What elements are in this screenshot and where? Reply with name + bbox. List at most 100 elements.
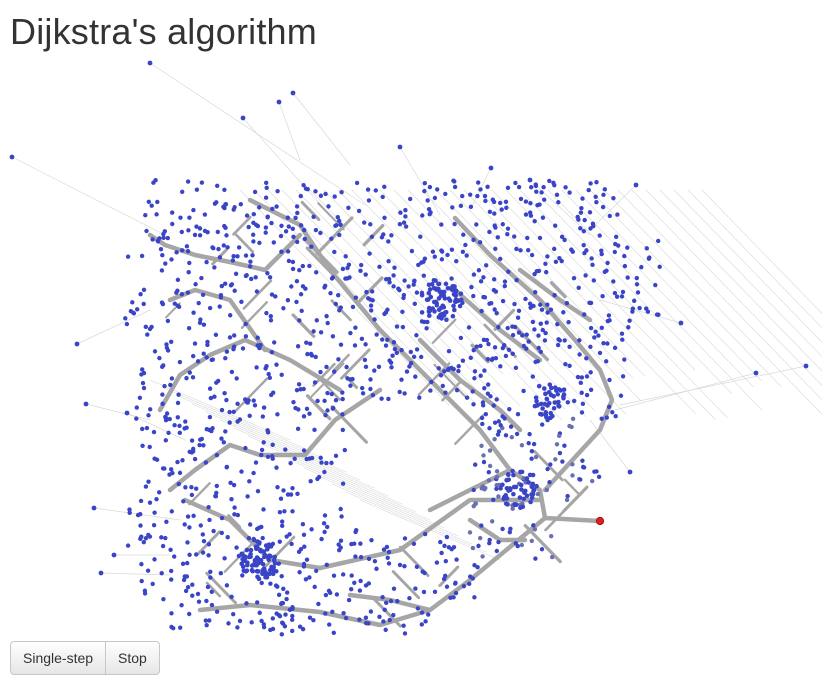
graph-node bbox=[381, 619, 386, 624]
graph-node bbox=[297, 267, 302, 273]
graph-node bbox=[444, 317, 449, 323]
graph-node bbox=[357, 617, 362, 622]
graph-node bbox=[143, 324, 148, 330]
graph-node bbox=[654, 312, 660, 317]
graph-node bbox=[487, 426, 492, 431]
graph-node bbox=[403, 207, 408, 213]
graph-node bbox=[283, 612, 288, 617]
graph-node bbox=[275, 584, 280, 589]
graph-node bbox=[275, 189, 280, 194]
graph-node bbox=[165, 318, 171, 324]
graph-node bbox=[282, 509, 287, 514]
graph-node bbox=[192, 456, 198, 462]
graph-node bbox=[541, 184, 546, 190]
graph-node bbox=[401, 220, 407, 225]
graph-node bbox=[353, 325, 358, 330]
graph-node bbox=[364, 289, 369, 295]
graph-node bbox=[498, 486, 503, 491]
graph-node bbox=[594, 469, 599, 474]
graph-node bbox=[245, 562, 250, 568]
graph-node bbox=[481, 403, 486, 408]
graph-node bbox=[303, 577, 309, 582]
graph-node bbox=[193, 282, 198, 287]
graph-node bbox=[487, 540, 492, 546]
faint-edge bbox=[603, 189, 822, 415]
graph-node bbox=[397, 221, 403, 227]
graph-node bbox=[343, 276, 348, 281]
graph-node bbox=[411, 541, 417, 546]
graph-node bbox=[653, 282, 658, 288]
tree-branch bbox=[330, 405, 369, 444]
tree-edge bbox=[517, 267, 593, 323]
tree-edge bbox=[467, 517, 528, 543]
graph-node bbox=[247, 413, 252, 419]
graph-node bbox=[485, 391, 491, 396]
tree-branch bbox=[454, 414, 485, 446]
graph-node bbox=[327, 622, 332, 627]
graph-node bbox=[350, 304, 356, 310]
graph-node bbox=[518, 196, 524, 202]
graph-node bbox=[607, 213, 612, 219]
graph-node bbox=[214, 452, 220, 458]
graph-node bbox=[622, 253, 627, 259]
graph-node bbox=[397, 144, 403, 150]
graph-node bbox=[155, 238, 161, 243]
faint-edge bbox=[281, 189, 514, 428]
graph-node bbox=[547, 480, 552, 485]
graph-node bbox=[439, 257, 445, 262]
graph-node bbox=[602, 187, 607, 192]
graph-node bbox=[312, 427, 317, 433]
graph-node bbox=[143, 536, 149, 541]
graph-node bbox=[318, 193, 324, 198]
graph-node bbox=[265, 428, 270, 433]
graph-node bbox=[257, 240, 262, 246]
graph-node bbox=[492, 277, 497, 282]
graph-node bbox=[540, 327, 545, 333]
graph-node bbox=[323, 412, 328, 418]
graph-node bbox=[372, 368, 377, 373]
graph-node bbox=[141, 287, 147, 293]
graph-node bbox=[421, 273, 426, 278]
graph-node bbox=[401, 292, 407, 298]
graph-node bbox=[530, 481, 536, 487]
graph-node bbox=[548, 307, 554, 312]
graph-node bbox=[540, 215, 546, 220]
graph-node bbox=[600, 204, 606, 210]
graph-node bbox=[253, 460, 259, 465]
graph-node bbox=[482, 368, 487, 373]
graph-node bbox=[508, 424, 514, 429]
graph-node bbox=[349, 586, 354, 592]
graph-node bbox=[559, 234, 565, 240]
graph-node bbox=[199, 275, 204, 281]
graph-node bbox=[533, 454, 539, 460]
graph-node bbox=[515, 543, 520, 549]
graph-node bbox=[382, 215, 387, 220]
graph-node bbox=[276, 592, 282, 598]
graph-node bbox=[362, 357, 368, 363]
graph-node bbox=[555, 322, 560, 327]
graph-node bbox=[169, 467, 174, 472]
tree-branch bbox=[291, 313, 316, 338]
graph-node bbox=[199, 180, 205, 185]
graph-node bbox=[542, 338, 548, 343]
single-step-button[interactable]: Single-step bbox=[10, 641, 107, 675]
graph-node bbox=[331, 630, 336, 636]
graph-node bbox=[597, 350, 603, 356]
graph-node bbox=[125, 543, 131, 548]
graph-node bbox=[131, 310, 136, 316]
stop-button[interactable]: Stop bbox=[106, 641, 160, 675]
graph-node bbox=[318, 369, 323, 375]
graph-node bbox=[373, 188, 378, 193]
graph-node bbox=[471, 272, 477, 277]
graph-node bbox=[224, 583, 230, 588]
graph-node bbox=[302, 544, 307, 549]
graph-node bbox=[273, 294, 278, 299]
graph-node bbox=[481, 459, 487, 465]
graph-node bbox=[449, 247, 455, 252]
graph-node bbox=[426, 305, 432, 311]
graph-node bbox=[445, 367, 451, 373]
faint-edge bbox=[589, 184, 637, 231]
graph-node bbox=[141, 301, 146, 307]
graph-node bbox=[236, 245, 242, 250]
graph-node bbox=[491, 199, 497, 205]
